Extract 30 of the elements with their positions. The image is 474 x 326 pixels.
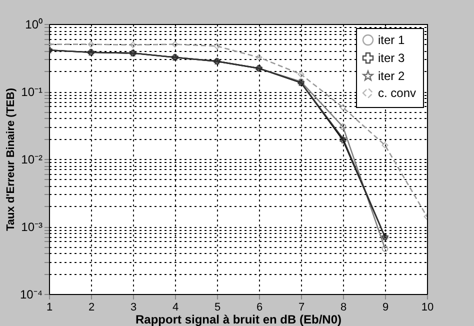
point xyxy=(298,71,304,78)
x-tick-label: 6 xyxy=(256,302,263,314)
x-tick-label: 4 xyxy=(172,302,179,314)
y-tick-label: 10⁻¹ xyxy=(21,85,43,99)
point xyxy=(172,41,178,48)
x-tick-label: 5 xyxy=(214,302,221,314)
y-tick-label: 10⁻³ xyxy=(21,220,43,234)
x-tick-label: 10 xyxy=(421,302,434,314)
legend-label: iter 2 xyxy=(378,69,406,83)
x-tick-label: 3 xyxy=(130,302,137,314)
point xyxy=(214,42,220,50)
y-tick-label: 10⁰ xyxy=(25,18,42,32)
x-tick-label: 1 xyxy=(46,302,53,314)
x-axis-title: Rapport signal à bruit en dB (Eb/N0) xyxy=(135,312,342,326)
legend-label: iter 1 xyxy=(378,33,406,47)
point xyxy=(130,42,136,48)
point xyxy=(382,142,388,148)
point xyxy=(88,41,94,48)
point xyxy=(256,54,262,61)
y-axis-title: Taux d'Erreur Binaire (TEB) xyxy=(4,88,17,231)
point xyxy=(340,104,346,111)
legend-label: c. conv xyxy=(378,86,416,100)
y-tick-label: 10⁻⁴ xyxy=(20,288,42,302)
x-tick-label: 8 xyxy=(340,302,347,314)
point xyxy=(340,136,346,144)
x-tick-label: 7 xyxy=(298,302,305,314)
y-tick-label: 10⁻² xyxy=(21,152,43,166)
x-tick-label: 2 xyxy=(88,302,95,314)
x-tick-label: 9 xyxy=(382,302,389,314)
legend-label: iter 3 xyxy=(378,51,406,65)
